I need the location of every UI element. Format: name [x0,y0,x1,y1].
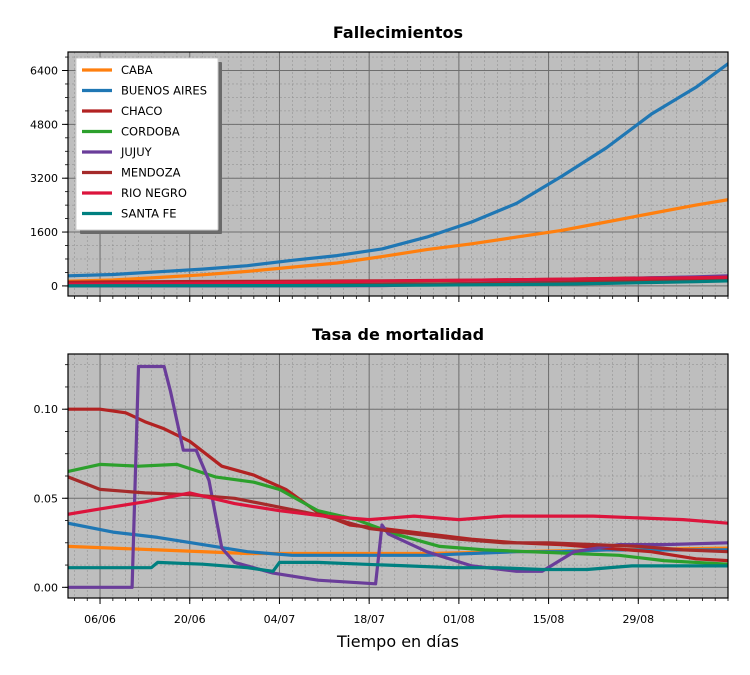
series-layer [68,364,728,589]
x-tick-label: 15/08 [533,613,565,626]
x-tick-label: 04/07 [264,613,296,626]
legend-label: CHACO [121,104,162,118]
plot-frame [67,51,729,297]
axes: 0 1600 3200 4800 6400 [30,56,729,302]
y-tick-label: 4800 [30,118,58,131]
legend-box [75,57,219,231]
legend-label: CORDOBA [121,125,180,139]
series-line-santa-fe [68,279,728,288]
legend-label: BUENOS AIRES [121,84,207,98]
chart-fallecimientos: Fallecimientos 0 1600 3200 4800 6400 CABA BUE… [30,23,729,302]
y-tick-label: 0.10 [34,403,59,416]
legend-label: SANTA FE [121,207,177,221]
x-tick-label: 18/07 [353,613,385,626]
y-tick-label: 0.05 [34,492,59,505]
y-tick-label: 3200 [30,172,58,185]
series-line-jujuy [68,364,728,589]
series-line-caba [68,198,728,283]
legend-label: CABA [121,63,153,77]
x-tick-label: 20/06 [174,613,206,626]
axes: 0.00 0.05 0.10 06/06 20/06 04/07 18/07 01/08 15/… [34,364,729,626]
x-tick-label: 29/08 [622,613,654,626]
x-tick-label: 01/08 [443,613,475,626]
y-tick-label: 1600 [30,226,58,239]
legend-label: JUJUY [120,145,153,159]
series-layer [68,62,728,288]
x-axis-label: Tiempo en días [336,632,459,651]
chart-title: Tasa de mortalidad [312,325,484,344]
series-line-mendoza [68,475,728,554]
y-tick-label: 6400 [30,65,58,78]
x-tick-label: 06/06 [84,613,116,626]
series-line-rio-negro [68,275,728,286]
y-tick-label: 0 [51,280,58,293]
legend-label: RIO NEGRO [121,186,187,200]
legend: CABA BUENOS AIRES CHACO CORDOBA JUJUY MENDOZA… [75,57,222,234]
series-line-rio-negro [68,491,728,525]
series-line-santa-fe [68,560,728,573]
y-tick-label: 0.00 [34,581,59,594]
chart-title: Fallecimientos [333,23,463,42]
chart-tasa-de-mortalidad: Tasa de mortalidad 0.00 0.05 0.10 06/06 20/0… [34,325,729,651]
legend-label: MENDOZA [121,166,181,180]
series-line-buenos-aires [68,62,728,278]
